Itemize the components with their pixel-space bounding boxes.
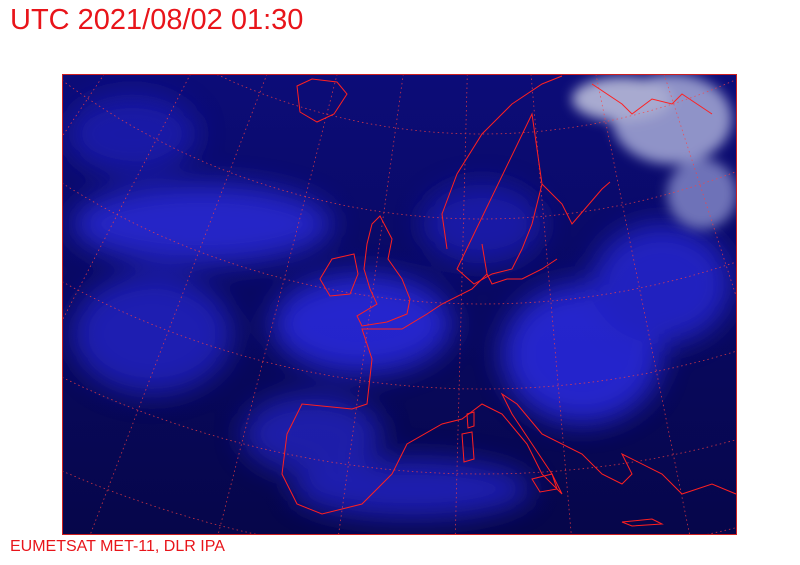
- meridian-line: [217, 74, 338, 535]
- coastlines: [281, 75, 737, 527]
- coast-great-britain: [356, 215, 411, 327]
- coast-continent: [281, 243, 737, 515]
- coast-crete: [621, 518, 664, 527]
- cloud-layer: [67, 94, 732, 519]
- coast-corsica: [466, 411, 475, 429]
- parallel-line: [62, 376, 737, 475]
- cloud-top-right: [572, 74, 737, 229]
- meridian-line: [454, 74, 468, 535]
- coast-scandinavia: [441, 75, 611, 285]
- parallel-line: [62, 182, 737, 305]
- coast-sicily: [531, 473, 558, 493]
- coast-north-russia: [591, 83, 713, 115]
- coast-iceland: [296, 78, 348, 123]
- satellite-map: [62, 74, 737, 535]
- meridian-line: [89, 74, 268, 535]
- meridian-line: [595, 74, 691, 535]
- coast-sardinia: [461, 431, 475, 463]
- parallel-line: [62, 79, 737, 220]
- meridian-line: [663, 74, 737, 299]
- timestamp-title: UTC 2021/08/02 01:30: [10, 4, 304, 36]
- map-frame: [62, 74, 737, 535]
- image-credit: EUMETSAT MET-11, DLR IPA: [10, 538, 225, 555]
- parallel-line: [62, 281, 737, 390]
- parallel-line: [62, 470, 737, 535]
- meridian-line: [62, 74, 191, 321]
- meridian-line: [62, 74, 105, 137]
- meridian-line: [338, 74, 404, 535]
- coast-ireland: [319, 253, 359, 297]
